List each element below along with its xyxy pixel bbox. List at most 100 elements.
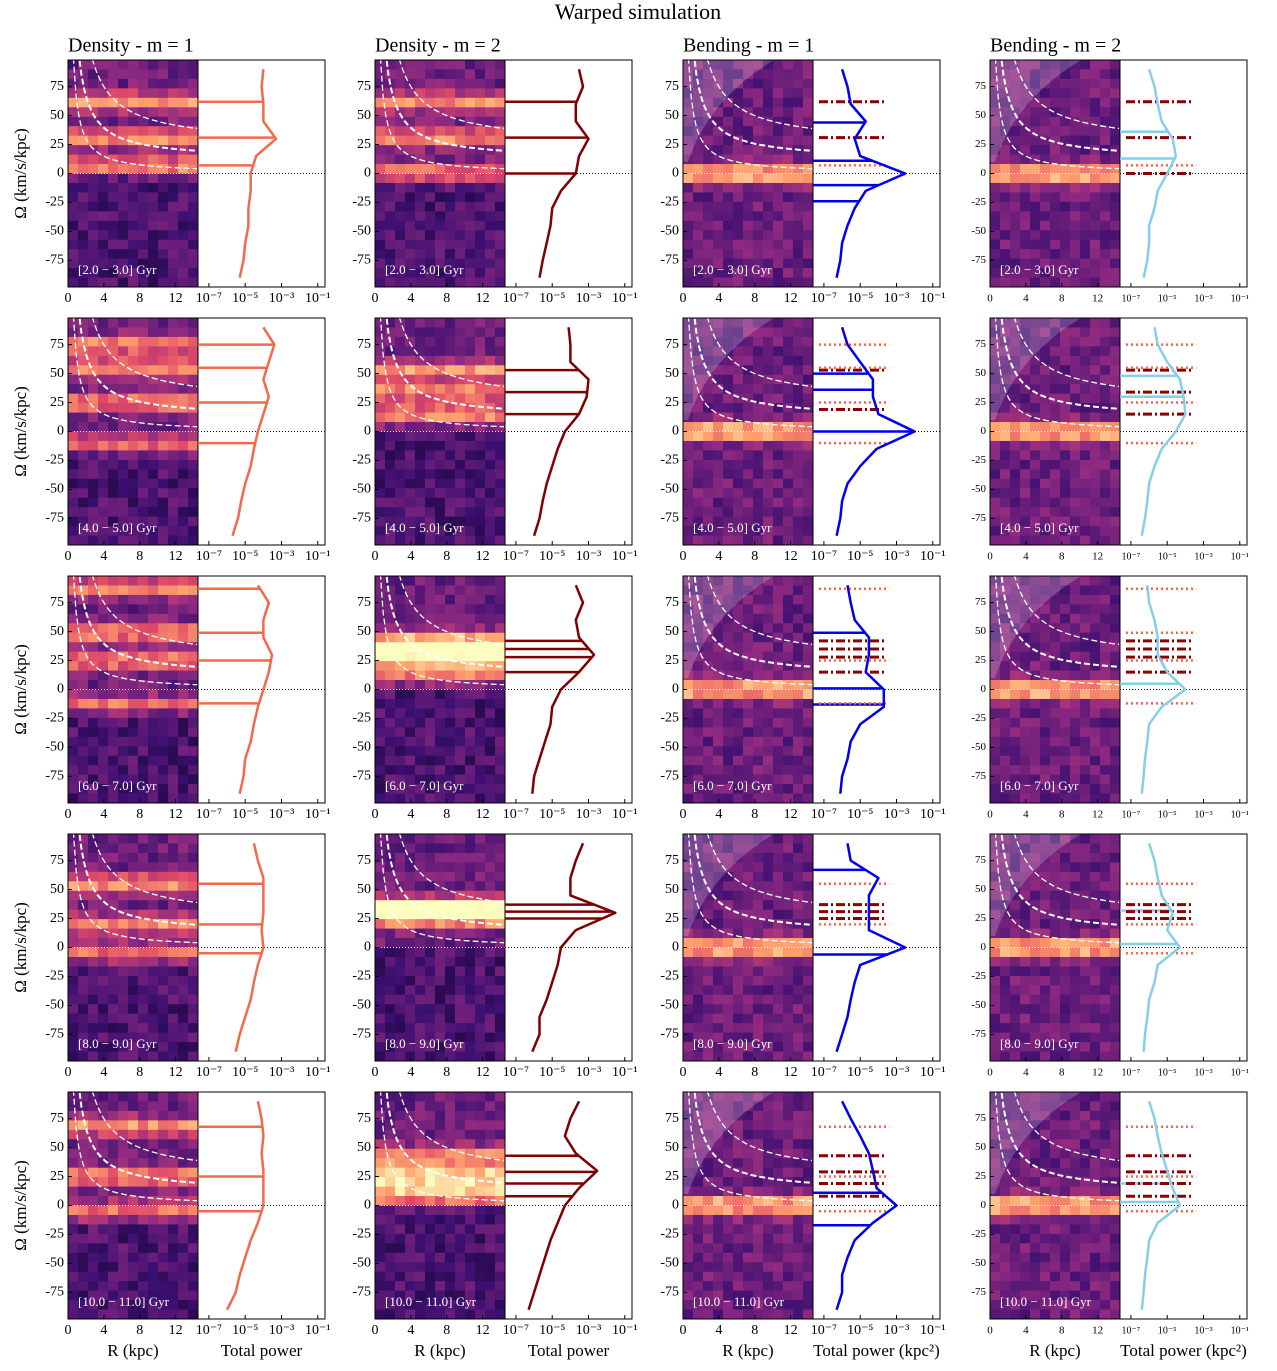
heatmap-cell bbox=[693, 632, 704, 643]
heatmap-cell bbox=[405, 727, 416, 738]
y-tick-label: 0 bbox=[57, 1198, 64, 1213]
heatmap-cell bbox=[108, 173, 119, 184]
heatmap-cell bbox=[733, 1051, 744, 1061]
heatmap-cell bbox=[108, 1120, 119, 1131]
heatmap-cell bbox=[415, 535, 426, 545]
heatmap-cell bbox=[88, 365, 99, 376]
power-tick-label: 10⁻³ bbox=[269, 549, 295, 564]
heatmap-cell bbox=[138, 938, 149, 948]
heatmap-cell bbox=[168, 412, 179, 423]
heatmap-cell bbox=[68, 1309, 79, 1319]
heatmap-cell bbox=[108, 431, 119, 442]
heatmap-cell bbox=[733, 651, 744, 662]
y-tick-label: -25 bbox=[45, 969, 64, 984]
heatmap-cell bbox=[168, 1158, 179, 1169]
heatmap-cell bbox=[178, 680, 189, 690]
heatmap-cell bbox=[753, 594, 764, 605]
heatmap-cell bbox=[68, 336, 79, 347]
heatmap-cell bbox=[495, 1158, 505, 1169]
shaded-region bbox=[683, 318, 774, 421]
heatmap-cell bbox=[78, 1233, 89, 1244]
heatmap-cell bbox=[475, 928, 486, 939]
heatmap-cell bbox=[465, 938, 476, 948]
heatmap-cell bbox=[475, 459, 486, 470]
heatmap-cell bbox=[445, 318, 456, 328]
heatmap-cell bbox=[128, 765, 139, 776]
heatmap-cell bbox=[168, 1101, 179, 1112]
heatmap-cell bbox=[803, 956, 813, 967]
power-tick-label: 10⁻⁵ bbox=[847, 549, 873, 564]
heatmap-cell bbox=[703, 355, 714, 366]
heatmap-cell bbox=[78, 661, 89, 672]
heatmap-cell bbox=[168, 632, 179, 643]
heatmap-cell bbox=[733, 230, 744, 241]
heatmap-cell bbox=[733, 69, 744, 80]
heatmap-cell bbox=[793, 651, 804, 662]
heatmap-cell bbox=[78, 698, 89, 709]
heatmap-cell bbox=[168, 230, 179, 241]
heatmap-cell bbox=[703, 60, 714, 70]
heatmap-cell bbox=[425, 632, 436, 643]
heatmap-cell bbox=[68, 994, 79, 1005]
heatmap-cell bbox=[405, 938, 416, 948]
heatmap-cell bbox=[733, 843, 744, 854]
heatmap-cell bbox=[415, 374, 426, 385]
heatmap-cell bbox=[98, 1224, 109, 1235]
heatmap-cell bbox=[465, 956, 476, 967]
heatmap-cell bbox=[465, 1281, 476, 1292]
heatmap-cell bbox=[773, 698, 784, 709]
heatmap-cell bbox=[465, 1023, 476, 1034]
heatmap-cell bbox=[68, 661, 79, 672]
heatmap-cell bbox=[485, 613, 496, 624]
heatmap-cell bbox=[763, 774, 774, 785]
heatmap-cell bbox=[178, 192, 189, 203]
heatmap-cell bbox=[168, 1110, 179, 1121]
y-tick-label: 0 bbox=[364, 166, 371, 181]
heatmap-cell bbox=[455, 478, 466, 489]
heatmap-cell bbox=[683, 211, 694, 222]
heatmap-cell bbox=[128, 1300, 139, 1311]
heatmap-cell bbox=[188, 192, 198, 203]
heatmap-cell bbox=[753, 890, 764, 901]
heatmap-cell bbox=[415, 145, 426, 156]
x-tick-label: 4 bbox=[407, 807, 414, 822]
heatmap-cell bbox=[385, 736, 396, 747]
heatmap-cell bbox=[475, 173, 486, 184]
heatmap-cell bbox=[425, 145, 436, 156]
heatmap-cell bbox=[118, 947, 129, 958]
heatmap-cell bbox=[723, 107, 734, 118]
heatmap-cell bbox=[395, 239, 406, 250]
heatmap-cell bbox=[128, 900, 139, 911]
heatmap-cell bbox=[465, 488, 476, 499]
heatmap-cell bbox=[118, 736, 129, 747]
heatmap bbox=[375, 834, 505, 1061]
heatmap-cell bbox=[68, 1167, 79, 1178]
heatmap-cell bbox=[385, 1224, 396, 1235]
heatmap-cell bbox=[385, 793, 396, 803]
heatmap-cell bbox=[118, 1214, 129, 1225]
heatmap-cell bbox=[723, 594, 734, 605]
heatmap-cell bbox=[385, 632, 396, 643]
heatmap-cell bbox=[158, 318, 169, 328]
heatmap-cell bbox=[188, 956, 198, 967]
heatmap-cell bbox=[405, 535, 416, 545]
heatmap-cell bbox=[485, 881, 496, 892]
heatmap-cell bbox=[148, 661, 159, 672]
heatmap-cell bbox=[703, 966, 714, 977]
heatmap-cell bbox=[128, 585, 139, 596]
heatmap-cell bbox=[425, 412, 436, 423]
heatmap-cell bbox=[98, 173, 109, 184]
heatmap-cell bbox=[803, 985, 813, 996]
heatmap-cell bbox=[743, 975, 754, 986]
heatmap-cell bbox=[158, 535, 169, 545]
heatmap-cell bbox=[763, 346, 774, 357]
heatmap-cell bbox=[435, 975, 446, 986]
heatmap-cell bbox=[713, 154, 724, 165]
heatmap-cell bbox=[783, 403, 794, 414]
heatmap-cell bbox=[128, 1262, 139, 1273]
heatmap-cell bbox=[475, 192, 486, 203]
y-tick-label: 50 bbox=[50, 882, 64, 897]
heatmap-cell bbox=[118, 1129, 129, 1140]
heatmap-cell bbox=[485, 670, 496, 681]
heatmap-cell bbox=[188, 1013, 198, 1024]
